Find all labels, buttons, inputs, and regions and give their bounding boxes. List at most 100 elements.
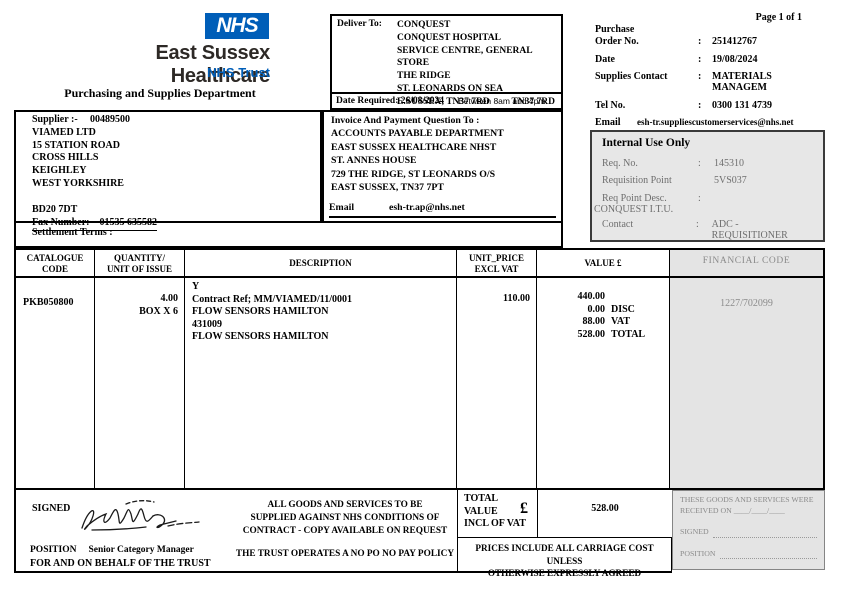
supplier-address-line: KEIGHLEY bbox=[32, 165, 87, 177]
tel-label: Tel No. bbox=[595, 99, 626, 111]
email-label: Email bbox=[595, 117, 621, 128]
date-required-value: 26/08/2024 bbox=[400, 96, 445, 106]
column-header-unit-price: UNIT_PRICE EXCL VAT bbox=[457, 250, 537, 278]
value-vat: 88.00 bbox=[582, 316, 606, 328]
po-label-line2: Order No. bbox=[595, 36, 639, 47]
contact-value: ADC - REQUISITIONER bbox=[711, 218, 788, 241]
description-line: FLOW SENSORS HAMILTON bbox=[192, 306, 329, 318]
column-header-quantity: QUANTITY/UNIT OF ISSUE bbox=[95, 250, 185, 278]
supplier-address-line: 15 STATION ROAD bbox=[32, 139, 120, 151]
page-number: Page 1 of 1 bbox=[755, 12, 802, 23]
fax-value: 01535 635582 bbox=[99, 216, 158, 228]
trust-name: East Sussex Healthcare bbox=[155, 42, 270, 87]
order-date-label: Date bbox=[595, 53, 615, 65]
invoice-line: ST. ANNES HOUSE bbox=[331, 155, 417, 167]
total-value-amount: 528.00 bbox=[538, 490, 672, 538]
signature-box: SIGNED POSITION Senior Category Manager … bbox=[14, 490, 458, 573]
cell-value-breakdown: 440.00 0.00 DISC 88.00 VAT 528.00 TOTAL bbox=[537, 278, 670, 488]
department-title: Purchasing and Supplies Department bbox=[64, 86, 256, 100]
req-no-value: 145310 bbox=[714, 158, 744, 169]
contact-label: Contact bbox=[602, 218, 634, 230]
colon: : bbox=[698, 192, 701, 204]
supplier-box: Supplier :- 00489500 VIAMED LTD 15 STATI… bbox=[14, 110, 322, 232]
date-required-label: Date Required: bbox=[336, 96, 399, 106]
cell-financial-code: 1227/702099 bbox=[670, 278, 823, 488]
req-point-desc-label: Req Point Desc. bbox=[602, 192, 667, 204]
cell-unit-price: 110.00 bbox=[457, 278, 537, 488]
column-header-description: DESCRIPTION bbox=[185, 250, 457, 278]
colon: : bbox=[698, 53, 702, 65]
description-line: FLOW SENSORS HAMILTON bbox=[192, 331, 329, 343]
received-line: THESE GOODS AND SERVICES WERE bbox=[680, 495, 814, 504]
value-total: 528.00 bbox=[577, 328, 606, 340]
invoice-line: 729 THE RIDGE, ST LEONARDS O/S bbox=[331, 168, 496, 180]
supplier-label: Supplier :- bbox=[32, 114, 78, 125]
po-label-line1: Purchase bbox=[595, 24, 635, 35]
req-point-label: Requisition Point bbox=[602, 174, 672, 186]
supplier-name: VIAMED LTD bbox=[32, 126, 96, 138]
signature-image bbox=[81, 500, 200, 531]
internal-use-title: Internal Use Only bbox=[602, 137, 691, 149]
position-value: Senior Category Manager bbox=[88, 545, 194, 555]
cell-description: Y Contract Ref; MM/VIAMED/11/0001 FLOW S… bbox=[185, 278, 457, 488]
cell-quantity: 4.00 BOX X 6 bbox=[95, 278, 185, 488]
address-line: CONQUEST bbox=[397, 20, 451, 30]
invoice-line: EAST SUSSEX HEALTHCARE NHST bbox=[331, 141, 497, 153]
description-line: Y bbox=[192, 281, 200, 292]
goods-received-box: THESE GOODS AND SERVICES WERE RECEIVED O… bbox=[672, 490, 825, 570]
colon: : bbox=[698, 158, 701, 169]
invoice-title: Invoice And Payment Question To : bbox=[331, 115, 480, 126]
received-signed-label: SIGNED bbox=[680, 527, 709, 536]
nhs-logo: NHS bbox=[205, 13, 269, 39]
address-line: E.SUSSEX, TN37 7RD bbox=[397, 96, 490, 107]
internal-use-box: Internal Use Only Req. No. : 145310 Requ… bbox=[590, 130, 825, 242]
trust-subtitle: NHS Trust bbox=[207, 65, 270, 80]
address-line: CONQUEST HOSPITAL bbox=[397, 32, 501, 43]
settlement-terms-bar: Settlement Terms : bbox=[14, 223, 563, 248]
total-value-label-cell: TOTAL VALUE INCL OF VAT £ bbox=[458, 490, 538, 538]
pound-sign: £ bbox=[520, 500, 528, 517]
order-date-value: 19/08/2024 bbox=[712, 53, 758, 65]
po-number: 251412767 bbox=[712, 36, 757, 47]
tel-value: 0300 131 4739 bbox=[712, 99, 772, 111]
postcode-repeat: TN37 7RD bbox=[511, 96, 555, 107]
column-header-catalogue: CATALOGUE CODE bbox=[16, 250, 95, 278]
supplier-postcode: BD20 7DT bbox=[32, 203, 78, 215]
column-header-value: VALUE £ bbox=[537, 250, 670, 278]
position-line bbox=[719, 551, 817, 559]
address-line: ST. LEONARDS ON SEA bbox=[397, 83, 503, 94]
no-po-no-pay-policy: THE TRUST OPERATES A NO PO NO PAY POLICY bbox=[235, 549, 455, 559]
supplier-address-line: WEST YORKSHIRE bbox=[32, 177, 124, 189]
position-label: POSITION bbox=[30, 545, 77, 555]
invoice-email-value: esh-tr.ap@nhs.net bbox=[389, 201, 465, 213]
invoice-line: EAST SUSSEX, TN37 7PT bbox=[331, 182, 444, 194]
order-info-block: Purchase Order No. : 251412767 Date : 19… bbox=[595, 24, 825, 135]
unit-of-issue: BOX X 6 bbox=[139, 305, 178, 317]
description-line: 431009 bbox=[192, 318, 222, 330]
address-line: THE RIDGE bbox=[397, 71, 451, 82]
invoice-email-label: Email bbox=[329, 201, 355, 213]
column-header-financial-code: FINANCIAL CODE bbox=[670, 250, 823, 278]
supplies-contact-label: Supplies Contact bbox=[595, 71, 668, 82]
delivery-time-window: Between 8am and 4pm bbox=[458, 96, 546, 106]
quantity-value: 4.00 bbox=[160, 293, 179, 304]
invoice-to-box: Invoice And Payment Question To : ACCOUN… bbox=[322, 110, 563, 223]
supplies-contact-value: MATERIALS MANAGEM bbox=[712, 71, 772, 93]
cell-catalogue-code: PKB050800 bbox=[16, 278, 95, 488]
value-discount: 0.00 bbox=[587, 303, 606, 315]
signature-line bbox=[712, 530, 817, 538]
value-vat-label: VAT bbox=[611, 316, 631, 328]
colon: : bbox=[698, 99, 702, 111]
deliver-to-address: CONQUEST CONQUEST HOSPITAL SERVICE CENTR… bbox=[397, 19, 557, 109]
deliver-to-label: Deliver To: bbox=[337, 19, 382, 29]
req-point-desc-value: CONQUEST I.T.U. bbox=[594, 203, 674, 215]
supplier-address-line: CROSS HILLS bbox=[32, 152, 99, 164]
supplier-code: 00489500 bbox=[90, 114, 130, 125]
value-net: 440.00 bbox=[577, 291, 606, 302]
value-discount-label: DISC bbox=[611, 303, 635, 315]
line-items-table: CATALOGUE CODE QUANTITY/UNIT OF ISSUE DES… bbox=[14, 248, 825, 490]
address-line: SERVICE CENTRE, GENERAL STORE bbox=[397, 45, 533, 69]
carriage-note: PRICES INCLUDE ALL CARRIAGE COST UNLESS … bbox=[458, 538, 672, 578]
conditions-text: ALL GOODS AND SERVICES TO BE SUPPLIED AG… bbox=[242, 500, 448, 536]
